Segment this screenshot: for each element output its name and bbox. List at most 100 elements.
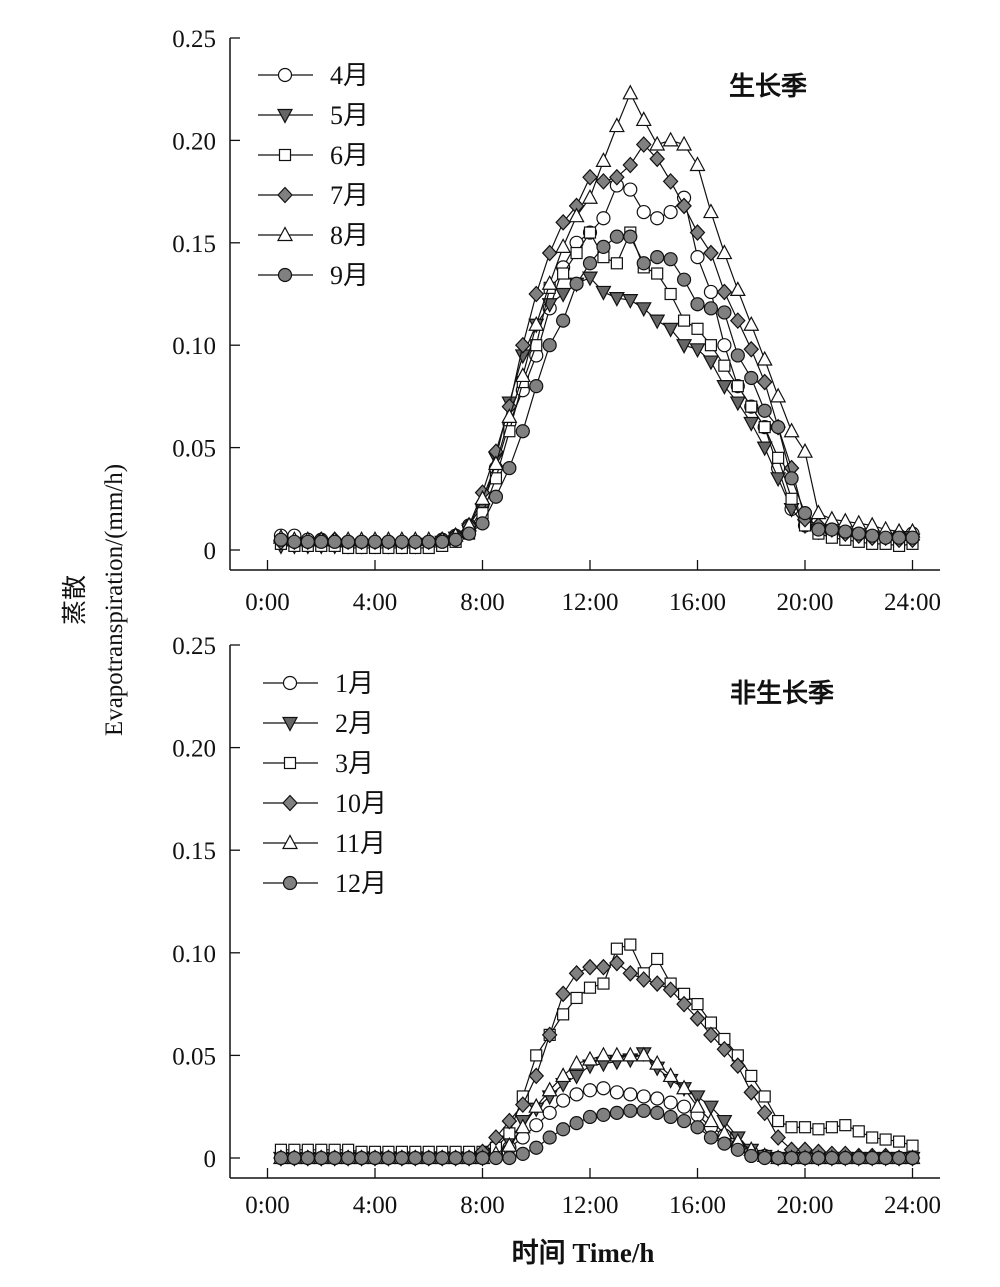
legend-label: 1月	[335, 669, 374, 698]
data-point	[461, 1150, 477, 1166]
data-point	[771, 1150, 786, 1166]
data-point	[435, 1150, 450, 1166]
data-point	[448, 532, 463, 547]
data-point	[812, 1123, 825, 1136]
data-point	[771, 420, 786, 435]
data-point	[891, 530, 907, 545]
data-point	[704, 1016, 718, 1029]
data-point	[650, 1091, 665, 1106]
data-point	[461, 526, 477, 541]
data-point	[622, 156, 639, 174]
data-point	[663, 252, 678, 267]
series-line	[280, 1052, 913, 1159]
data-point	[608, 291, 625, 307]
data-point	[608, 117, 625, 133]
x-tick-label: 24:00	[884, 589, 941, 616]
panel-label: 非生长季	[730, 679, 834, 709]
data-point	[609, 1085, 624, 1100]
series-line	[280, 1054, 913, 1159]
data-point	[662, 131, 679, 147]
data-point	[529, 379, 544, 394]
legend-item: 3月	[263, 749, 374, 778]
data-point	[582, 168, 598, 186]
data-point	[676, 1099, 692, 1114]
data-point	[367, 1150, 383, 1166]
data-point	[691, 322, 704, 335]
data-point	[703, 1026, 719, 1044]
data-point	[689, 224, 706, 241]
data-point	[300, 1150, 315, 1166]
data-point	[636, 1089, 651, 1104]
data-point	[273, 1150, 289, 1166]
data-point	[635, 1046, 652, 1062]
data-point	[555, 1067, 572, 1083]
data-point	[570, 246, 583, 260]
data-point	[555, 213, 571, 231]
data-point	[542, 1130, 557, 1145]
legend-item: 10月	[263, 789, 387, 818]
legend-item: 9月	[258, 261, 369, 290]
data-point	[596, 1081, 611, 1096]
data-point	[341, 1150, 356, 1166]
data-point	[758, 421, 771, 434]
panel-label: 生长季	[729, 72, 807, 102]
data-point	[623, 182, 638, 197]
data-point	[557, 267, 570, 280]
data-point	[582, 958, 598, 976]
data-point	[676, 135, 693, 151]
data-point	[381, 534, 396, 549]
data-point	[783, 422, 800, 438]
legend-label: 9月	[330, 261, 369, 290]
data-point	[622, 964, 639, 982]
data-point	[556, 1093, 571, 1108]
legend-marker	[282, 794, 298, 812]
data-point	[394, 534, 409, 549]
legend-marker	[278, 148, 292, 162]
y-axis-label-chinese: 蒸散	[61, 575, 89, 625]
x-tick-label: 0:00	[245, 589, 289, 616]
legend-item: 11月	[263, 829, 386, 858]
x-tick-label: 4:00	[353, 1192, 397, 1219]
data-point	[689, 156, 706, 172]
legend-item: 8月	[258, 221, 369, 250]
x-tick-label: 12:00	[562, 589, 619, 616]
data-point	[703, 284, 719, 300]
data-point	[354, 534, 369, 549]
data-point	[501, 408, 518, 423]
data-point	[622, 294, 639, 309]
data-point	[530, 1049, 543, 1062]
data-point	[394, 1150, 409, 1166]
data-point	[729, 396, 746, 412]
data-point	[664, 287, 677, 301]
data-point	[662, 1067, 679, 1083]
data-point	[514, 367, 531, 383]
data-point	[541, 1026, 558, 1044]
data-point	[743, 340, 760, 358]
data-point	[744, 370, 759, 386]
data-point	[717, 1136, 732, 1151]
legend-label: 3月	[335, 749, 374, 778]
data-point	[623, 1103, 638, 1118]
series-line	[280, 184, 913, 545]
series-4月	[273, 178, 920, 551]
data-point	[743, 1083, 760, 1101]
x-tick-label: 16:00	[669, 1192, 726, 1219]
data-point	[650, 250, 665, 265]
data-point	[676, 1113, 692, 1129]
data-point	[729, 1057, 746, 1075]
legend-marker	[283, 756, 297, 770]
data-point	[851, 526, 866, 541]
data-point	[851, 1150, 866, 1166]
data-point	[905, 530, 920, 545]
data-point	[662, 981, 679, 999]
data-point	[758, 1090, 771, 1103]
data-point	[676, 339, 693, 354]
legend-marker	[282, 875, 298, 891]
data-point	[702, 203, 719, 219]
y-tick-label: 0.20	[172, 128, 216, 155]
legend-item: 4月	[258, 61, 369, 90]
data-point	[595, 172, 612, 190]
data-point	[327, 1150, 342, 1166]
series-line	[280, 943, 913, 1153]
data-point	[704, 339, 718, 352]
